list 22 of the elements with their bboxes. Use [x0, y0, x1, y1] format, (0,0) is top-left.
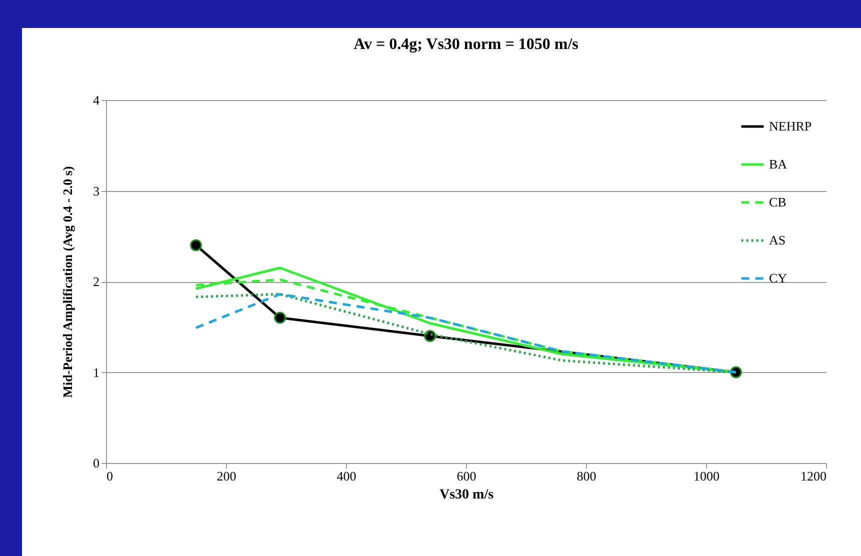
x-tick-label: 1000 [694, 468, 720, 484]
point [190, 239, 202, 252]
y-tick-label: 0 [93, 456, 100, 470]
x-tick-label: 0 [106, 468, 113, 484]
legend-label: CB [769, 194, 787, 210]
x-tick-label: 400 [336, 468, 356, 484]
legend-label: AS [769, 232, 786, 248]
x-axis-title: Vs30 m/s [439, 488, 494, 502]
legend-label: CY [769, 270, 788, 286]
y-axis-title: Mid-Period Amplification (Avg 0.4 - 2.0 s) [60, 166, 75, 398]
x-tick-label: 1200 [800, 468, 826, 484]
chart-title: Av = 0.4g; Vs30 norm = 1050 m/s [354, 36, 578, 53]
legend-label: NEHRP [769, 118, 812, 134]
y-tick-label: 3 [93, 183, 100, 198]
y-tick-label: 1 [93, 364, 100, 380]
x-tick-label: 800 [576, 468, 596, 484]
x-tick-label: 200 [216, 468, 236, 484]
point [274, 312, 286, 324]
y-tick-label: 4 [93, 92, 100, 108]
legend-label: BA [769, 156, 788, 172]
y-tick-label: 2 [93, 274, 100, 289]
x-tick-label: 600 [456, 468, 476, 484]
